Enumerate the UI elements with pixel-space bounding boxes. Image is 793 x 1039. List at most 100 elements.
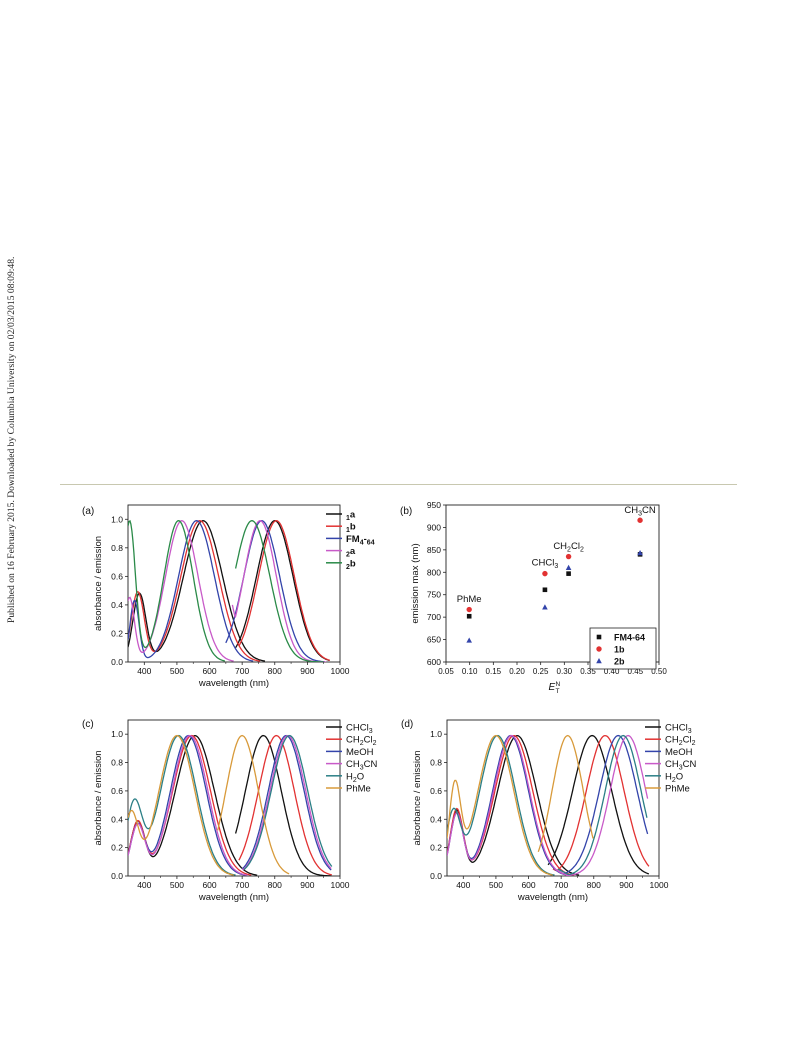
panel-d: 400 500 600 700 800 900 1000 0.0 0.2 0.4 0.6 0.8 1.0…: [401, 719, 697, 903]
absorbance-line-1a: [128, 520, 266, 662]
absorbance-line-chcl3: [128, 734, 258, 876]
panel-c: 400 500 600 700 800 900 1000 0.0 0.2 0.4 0.6 0.8 1.0…: [82, 719, 378, 903]
spectra-group: [128, 519, 331, 662]
legend-label: H2O: [346, 771, 364, 784]
panel-b: 0.05 0.10 0.15 0.20 0.25 0.30 0.35 0.40 0.45 0.50…: [400, 500, 667, 695]
x-axis-label-superscript: N: [556, 681, 561, 688]
emission-line-phme: [217, 734, 290, 875]
x-axis-label: wavelength (nm): [198, 892, 269, 903]
legend-label: 2b: [346, 558, 356, 571]
x-tick-label: 600: [202, 666, 216, 676]
panel-label: (d): [401, 719, 413, 730]
emission-line-chcl3: [234, 734, 332, 876]
legend-label: PhMe: [346, 784, 371, 795]
y-tick-label: 650: [427, 635, 441, 645]
emission-line-ch3cn: [554, 734, 649, 876]
plot-frame: [127, 504, 341, 663]
x-tick-label: 1000: [650, 880, 669, 890]
x-tick-label: 800: [587, 880, 601, 890]
legend-label: CH3CN: [665, 759, 697, 772]
legend-label: CHCl3: [665, 723, 692, 736]
emission-line-meoh: [554, 734, 649, 875]
x-tick-label: 900: [300, 666, 314, 676]
y-tick-label: 1.0: [111, 729, 123, 739]
emission-line-2a: [231, 520, 327, 662]
data-point-1b: [466, 606, 472, 613]
x-tick-label: 800: [268, 666, 282, 676]
y-tick-label: 0.0: [430, 871, 442, 881]
solvent-annotation: CHCl3: [532, 558, 559, 571]
y-axis-label: absorbance / emission: [412, 750, 423, 845]
legend-label: 2a: [346, 546, 356, 559]
x-tick-label: 1000: [331, 880, 350, 890]
y-axis-label: absorbance / emission: [93, 750, 104, 845]
y-tick-label: 0.6: [111, 786, 123, 796]
data-point-1b: [542, 570, 548, 577]
emission-line-phme: [537, 734, 594, 853]
legend-label: MeOH: [665, 747, 693, 758]
x-tick-label: 500: [170, 880, 184, 890]
x-tick-label: 500: [170, 666, 184, 676]
solvent-annotation: CH2Cl2: [553, 541, 584, 554]
y-tick-label: 0.6: [111, 571, 123, 581]
panel-label: (c): [82, 719, 94, 730]
spectra-group: [128, 734, 333, 876]
x-tick-label: 800: [268, 880, 282, 890]
emission-line-h2o: [557, 734, 648, 876]
y-tick-label: 0.8: [430, 758, 442, 768]
x-tick-label: 500: [489, 880, 503, 890]
solvent-annotation: PhMe: [457, 594, 482, 605]
spectra-group: [447, 734, 650, 876]
y-tick-label: 1.0: [430, 729, 442, 739]
emission-line-ch2cl2: [552, 734, 650, 872]
y-tick-label: 0.8: [111, 543, 123, 553]
x-tick-label: 0.25: [533, 667, 549, 676]
absorbance-line-ch3cn: [128, 734, 248, 876]
legend-label: CH2Cl2: [665, 735, 696, 748]
x-tick-label: 0.05: [438, 667, 454, 676]
y-tick-label: 0.4: [430, 814, 442, 824]
y-axis-label: emission max (nm): [410, 543, 421, 623]
data-point-2b: [637, 549, 643, 556]
absorbance-line-h2o: [128, 734, 236, 876]
absorbance-line-phme: [447, 734, 553, 876]
page-divider: [60, 484, 737, 485]
x-tick-label: 900: [300, 880, 314, 890]
legend-label: FM4-64: [614, 633, 645, 643]
y-tick-label: 0.0: [111, 871, 123, 881]
absorbance-line-ch3cn: [447, 734, 569, 876]
absorbance-line-h2o: [447, 734, 555, 876]
x-tick-label: 0.10: [462, 667, 478, 676]
x-tick-label: 0.40: [604, 667, 620, 676]
legend-label: MeOH: [346, 747, 374, 758]
data-point-2b: [565, 564, 572, 570]
x-tick-label: 1000: [331, 666, 350, 676]
emission-line-h2o: [243, 734, 333, 870]
y-tick-label: 0.2: [111, 843, 123, 853]
absorbance-line-2b: [128, 519, 226, 662]
data-point-fm4-64: [466, 613, 472, 619]
absorbance-line-2a: [128, 520, 234, 662]
data-point-fm4-64: [542, 587, 548, 593]
y-axis-label: absorbance / emission: [93, 536, 104, 631]
absorbance-line-phme: [128, 734, 234, 876]
legend-label: PhMe: [665, 784, 690, 795]
legend-label: FM4-64: [346, 534, 375, 547]
solvent-annotation: CH3CN: [624, 505, 656, 518]
panel-label: (a): [82, 506, 94, 517]
legend-label: H2O: [665, 771, 683, 784]
y-tick-label: 0.8: [111, 758, 123, 768]
y-tick-label: 750: [427, 590, 441, 600]
y-tick-label: 0.0: [111, 657, 123, 667]
x-tick-label: 400: [137, 880, 151, 890]
x-tick-label: 0.50: [651, 667, 667, 676]
y-tick-label: 0.6: [430, 786, 442, 796]
y-tick-label: 0.2: [111, 628, 123, 638]
x-tick-label: 0.30: [557, 667, 573, 676]
x-tick-label: 700: [235, 666, 249, 676]
panel-a: 400 500 600 700 800 900 1000 0.0 0.2 0.4 0.6 0.8 1.0…: [82, 504, 375, 689]
y-tick-label: 0.4: [111, 600, 123, 610]
y-tick-label: 1.0: [111, 514, 123, 524]
legend-label: 1b: [346, 522, 356, 535]
plot-frame: [445, 504, 660, 663]
